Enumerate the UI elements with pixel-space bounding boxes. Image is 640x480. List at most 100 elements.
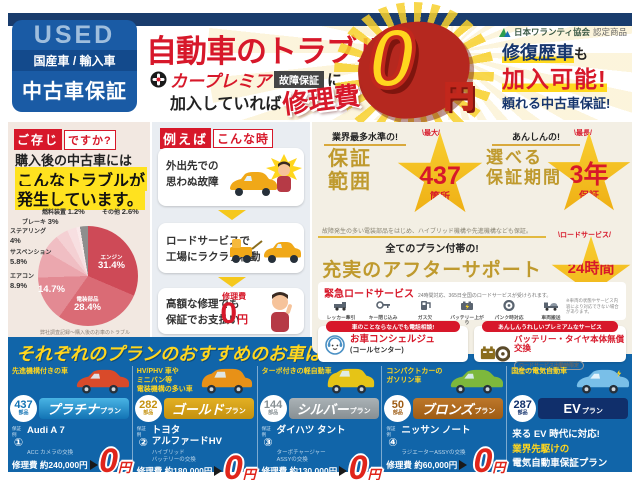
- top-navy-strip: [8, 13, 632, 26]
- plan-part-count: 144 部品: [259, 395, 287, 422]
- plan-column-silver: ターボ付きの軽自動車 144 部品 シルバー プラン 保証例 ③: [258, 366, 383, 480]
- tow-truck-icon: [334, 302, 346, 311]
- coverage-tagline: 業界最多水準の!: [324, 130, 406, 146]
- did-you-know-badges: ご存じ ですか?: [14, 129, 116, 150]
- enrolled-text: 加入していれば: [170, 96, 282, 113]
- period-unit: 保証: [579, 190, 599, 202]
- plan-column-bronze: コンパクトカーの ガソリン車 50 部品 ブロンズ プラン 保証例 ④: [382, 366, 508, 480]
- example-repair: ラジエーターASSYの交換: [401, 450, 466, 456]
- plan-name-bar: ブロンズ プラン: [413, 398, 504, 419]
- plan-example: 保証例 ④ ニッサン ノート ラジエーターASSYの交換 修理費 約60,000円…: [386, 425, 506, 480]
- pie-label-suspension: サスペンション 5.8%: [10, 250, 52, 267]
- promo-block: 修復歴車も 加入可能! 頼れる中古車保証!: [502, 42, 610, 112]
- brand-line: カープレミア 故障保証 に: [150, 67, 342, 92]
- did-you-know-red: ご存じ: [14, 129, 63, 150]
- plan-target: ターボ付きの軽自動車: [261, 368, 332, 375]
- carrier-truck-icon: [544, 302, 558, 311]
- compact-car-illustration: [450, 369, 504, 394]
- example-title-outline: こんな時: [213, 129, 274, 148]
- pie-label-engine: エンジン 31.4%: [98, 255, 125, 272]
- pie-label-electrical: 電装部品 28.4%: [74, 297, 101, 314]
- battery-tire-card: あんしんうれしいプレミアムなサービス バッテリー・タイヤ本体無償交換 ロードサー…: [474, 321, 626, 370]
- kei-car-illustration: [328, 368, 375, 394]
- pie-label-aircon: エアコン 8.9%: [10, 274, 35, 291]
- coverage-note: 故障発生の多い電装部品をはじめ、ハイブリッド機構や先進機構なども保証。: [322, 229, 532, 235]
- used-warranty-label: 中古車保証: [22, 81, 127, 103]
- road-item-battery: バッテリー上がり: [448, 298, 486, 327]
- example-car-name: Audi A 7: [27, 425, 65, 436]
- battery-pill: あんしんうれしいプレミアムなサービス: [482, 321, 618, 332]
- period-tagline: あんしんの!: [492, 130, 580, 146]
- concierge-pill: 車のことならなんでも電話相談!: [326, 321, 460, 332]
- arrow-right-icon: [214, 466, 223, 477]
- arrow-right-icon: [89, 459, 98, 470]
- road-item-tire: パンク時対応: [490, 298, 528, 321]
- support-title: 充実のアフターサポート: [322, 260, 542, 281]
- also-particle: も: [574, 46, 588, 62]
- reliable-warranty-text: 頼れる中古車保証!: [502, 95, 611, 111]
- ev-car-illustration: [576, 369, 629, 394]
- example-step-3: 高額な修理でも 保証でお支払い 修理費 0円: [158, 288, 304, 334]
- service-hours: 24時間: [567, 260, 615, 278]
- pie-label-brake: ブレーキ 3%: [22, 217, 59, 226]
- did-you-know-white: ですか?: [64, 129, 116, 150]
- example-car-name: ニッサン ノート: [401, 425, 471, 436]
- fuel-pump-icon: [421, 301, 431, 310]
- pie-chart: [38, 226, 138, 326]
- arrow-right-icon: [459, 459, 468, 470]
- features-panel: 業界最多水準の! 保証 範囲 \最大/ 437 箇所 あんしんの! 選べる 保証…: [312, 122, 632, 370]
- pie-label-fuel: 燃料装置 1.2%: [42, 207, 85, 216]
- example-title-red: 例えば: [160, 128, 212, 149]
- concierge-title: お車コンシェルジュ: [350, 333, 435, 345]
- repaired-car-text: 修復歴車: [502, 43, 574, 63]
- warranty-type-badge: 故障保証: [273, 71, 324, 88]
- concierge-sub: (コールセンター): [350, 347, 404, 355]
- plan-name-bar: EV プラン: [538, 398, 629, 419]
- happy-customer-illustration: [271, 292, 292, 332]
- minivan-car-illustration: [201, 368, 252, 394]
- plan-part-count: 282 部品: [134, 395, 162, 422]
- certification-label: 認定商品: [593, 27, 628, 37]
- plans-title: それぞれのプランのおすすめのお車はこちら: [16, 344, 376, 364]
- coverage-unit: 箇所: [430, 191, 450, 203]
- car-premia-logo-icon: [150, 71, 167, 88]
- zero-yen-result: 0円: [348, 448, 381, 480]
- used-ghost-text: USED: [33, 21, 116, 49]
- plan-target: 先進機構付きの車: [12, 368, 68, 375]
- step3-text: 高額な修理でも 保証でお支払い: [166, 298, 240, 327]
- battery-sub: ロードサービス出動時限定: [513, 360, 584, 370]
- pie-label-transmission: 14.7%: [38, 284, 65, 295]
- plan-part-count: 437 部品: [10, 395, 37, 422]
- plan-part-count: 50 部品: [384, 395, 412, 422]
- stats-line1: 購入後の中古車には: [15, 153, 133, 168]
- can-join-text: 加入可能!: [502, 66, 607, 92]
- road-item-tow: レッカー牽引: [322, 298, 360, 321]
- headset-operator-icon: [325, 335, 345, 355]
- concierge-card: 車のことならなんでも電話相談! お車コンシェルジュ (コールセンター): [318, 321, 468, 362]
- example-title: 例えば こんな時: [160, 128, 274, 149]
- sedan-car-illustration: [76, 369, 129, 394]
- example-car-name: ダイハツ タント: [276, 425, 346, 436]
- trouble-stats-panel: ご存じ ですか? 購入後の中古車には こんなトラブルが 発生しています。 燃料装…: [8, 122, 150, 338]
- zero-yen-result: 0円: [223, 448, 256, 480]
- star2-top-label: \最長/: [574, 130, 592, 137]
- coverage-star: 437 箇所: [397, 132, 483, 213]
- zero-yen-result: 0円: [99, 442, 131, 480]
- used-car-types: 国産車 / 輸入車: [12, 50, 137, 71]
- period-title: 選べる 保証期間: [486, 148, 562, 187]
- battery-icon: [461, 301, 473, 310]
- example-repair: ACC カメラの交換: [27, 450, 74, 456]
- battery-title: バッテリー・タイヤ本体無償交換: [513, 334, 625, 354]
- support-tagline: 全てのプラン付帯の!: [385, 244, 479, 255]
- plan-column-gold: HV/PHV 車や ミニバン等 電装機構の多い車 282 部品 ゴールド プラン: [133, 366, 258, 480]
- zero-yen-burst: 0 円: [334, 2, 494, 142]
- plan-target: 国産の電気自動車: [511, 368, 568, 375]
- plan-name-bar: ゴールド プラン: [163, 398, 254, 419]
- period-years: 3年: [569, 161, 609, 190]
- plan-example: 保証例 ③ ダイハツ タント ターボチャージャー ASSYの交換 修理費 約130…: [262, 425, 381, 480]
- pie-label-steering: ステアリング 4%: [10, 229, 47, 246]
- used-badge-card: USED 国産車 / 輸入車 中古車保証: [12, 20, 137, 112]
- plan-column-platinum: 先進機構付きの車 437 部品 プラチナ プラン 保証例 ①: [8, 366, 133, 478]
- example-panel: 例えば こんな時 外出先での 思わぬ故障 ロードサービスで 工場にラクラク移動: [152, 122, 310, 338]
